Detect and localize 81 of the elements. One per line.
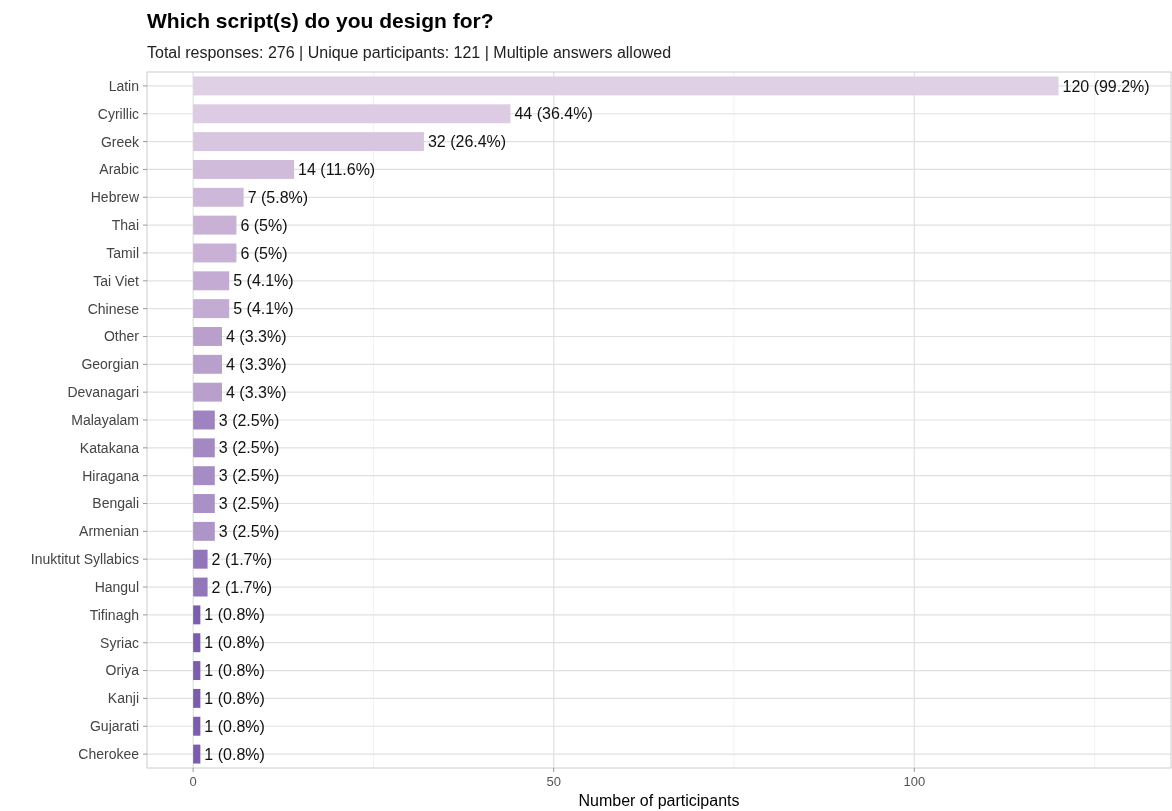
data-label: 32 (26.4%) — [427, 133, 507, 151]
chart-title: Which script(s) do you design for? — [147, 9, 494, 32]
y-tick-label: Tai Viet — [93, 272, 140, 289]
y-tick-label: Bengali — [92, 495, 139, 512]
x-tick-label: 100 — [903, 774, 926, 789]
y-tick-label: Inuktitut Syllabics — [30, 551, 139, 568]
data-label: 4 (3.3%) — [226, 328, 287, 346]
data-label: 1 (0.8%) — [204, 662, 265, 680]
data-label: 3 (2.5%) — [218, 522, 280, 540]
bar — [193, 466, 215, 486]
data-label: 14 (11.6%) — [298, 161, 376, 179]
bar — [193, 271, 230, 291]
y-tick-label: Tamil — [106, 244, 139, 261]
y-tick-label: Katakana — [79, 439, 140, 456]
bar — [193, 215, 237, 235]
data-label: 4 (3.3%) — [226, 383, 287, 401]
data-label: 1 (0.8%) — [204, 606, 265, 624]
data-label: 2 (1.7%) — [211, 578, 273, 596]
data-label: 6 (5%) — [240, 216, 288, 234]
data-label: 44 (36.4%) — [514, 105, 593, 123]
y-tick-label: Georgian — [81, 356, 139, 373]
bar — [193, 577, 208, 597]
bar — [193, 605, 201, 625]
bar — [193, 132, 424, 152]
y-tick-label: Hiragana — [82, 467, 140, 484]
y-tick-label: Malayalam — [71, 411, 139, 428]
bar — [193, 243, 237, 263]
y-tick-label: Devanagari — [67, 384, 139, 401]
bar — [193, 159, 295, 179]
bar — [193, 104, 511, 124]
bar — [193, 327, 222, 346]
y-tick-label: Other — [103, 328, 140, 345]
data-label: 1 (0.8%) — [204, 634, 265, 652]
y-tick-label: Syriac — [100, 634, 139, 651]
bar — [193, 410, 215, 430]
y-tick-label: Tifinagh — [89, 606, 139, 623]
bar — [193, 521, 215, 541]
data-label: 4 (3.3%) — [226, 355, 287, 373]
y-tick-label: Greek — [100, 133, 140, 150]
data-label: 2 (1.7%) — [211, 550, 273, 568]
y-tick-label: Cherokee — [78, 745, 140, 762]
y-tick-label: Oriya — [105, 662, 140, 679]
y-tick-label: Thai — [111, 217, 139, 234]
x-tick-label: 0 — [189, 774, 197, 789]
bar — [193, 382, 222, 402]
bar — [193, 716, 201, 736]
y-tick-label: Armenian — [79, 523, 139, 540]
x-axis-title: Number of participants — [578, 792, 740, 809]
y-tick-label: Arabic — [99, 161, 139, 178]
bar — [193, 76, 1059, 96]
data-label: 3 (2.5%) — [218, 439, 280, 457]
data-label: 1 (0.8%) — [204, 717, 265, 735]
data-label: 1 (0.8%) — [204, 690, 265, 707]
data-label: 5 (4.1%) — [233, 272, 294, 290]
data-label: 1 (0.8%) — [204, 745, 265, 763]
data-label: 120 (99.2%) — [1062, 77, 1150, 95]
data-label: 6 (5%) — [240, 244, 288, 262]
y-tick-label: Hangul — [94, 578, 139, 595]
bar — [193, 494, 215, 513]
data-label: 5 (4.1%) — [233, 300, 294, 318]
bar — [193, 438, 215, 458]
bar — [193, 549, 208, 569]
data-label: 3 (2.5%) — [218, 467, 280, 485]
bar — [193, 688, 201, 708]
y-tick-label: Latin — [108, 77, 139, 94]
x-tick-label: 50 — [546, 774, 561, 789]
bar — [193, 661, 201, 681]
y-tick-label: Hebrew — [90, 189, 140, 206]
chart-subtitle: Total responses: 276 | Unique participants: 121 | Multiple answers allowed — [147, 44, 672, 61]
y-tick-label: Gujarati — [89, 718, 139, 735]
bar — [193, 633, 201, 653]
bar — [193, 299, 230, 319]
data-label: 3 (2.5%) — [218, 495, 280, 513]
y-tick-label: Kanji — [107, 690, 139, 707]
data-label: 3 (2.5%) — [218, 411, 280, 429]
y-tick-label: Cyrillic — [97, 105, 139, 122]
y-tick-label: Chinese — [87, 300, 140, 317]
data-label: 7 (5.8%) — [247, 188, 309, 206]
bar — [193, 187, 244, 207]
bar — [193, 744, 201, 764]
bar — [193, 354, 222, 374]
